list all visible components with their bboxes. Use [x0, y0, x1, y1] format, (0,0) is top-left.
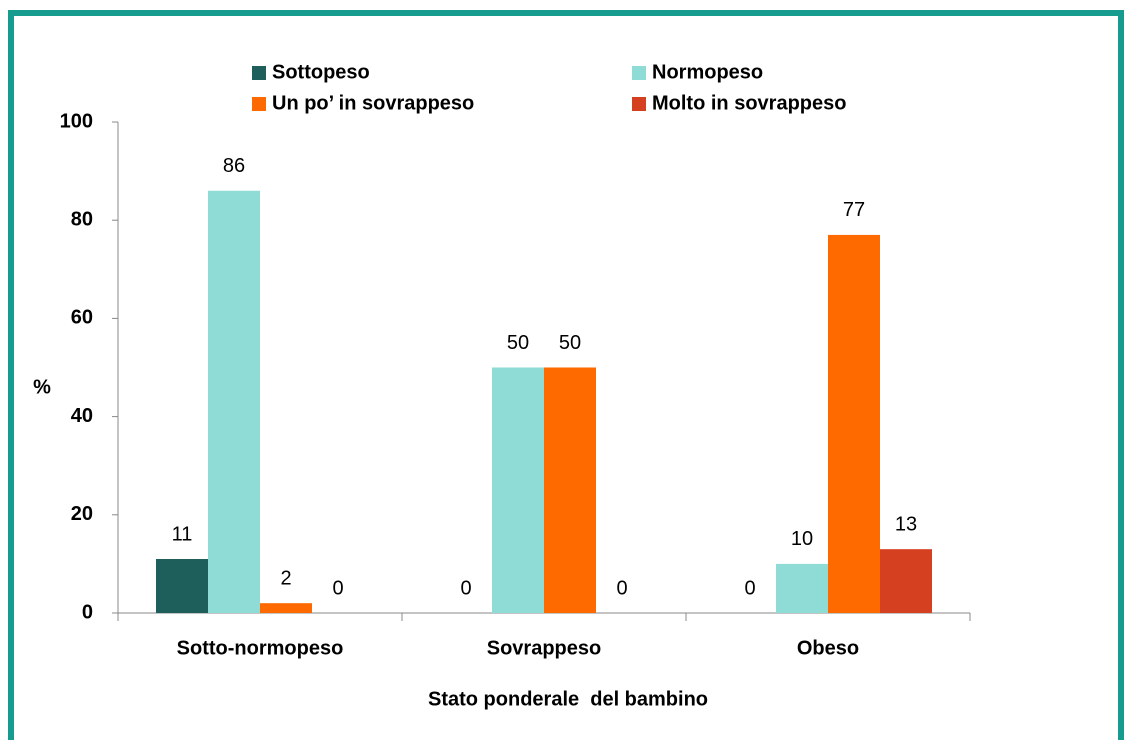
x-axis-label: Stato ponderale del bambino — [428, 688, 708, 710]
y-tick-label: 0 — [82, 601, 93, 623]
y-tick-label: 60 — [71, 307, 93, 329]
data-label: 0 — [616, 577, 627, 599]
y-tick-label: 40 — [71, 405, 93, 427]
y-tick-label: 80 — [71, 208, 93, 230]
bar — [492, 367, 544, 613]
legend-swatch — [632, 66, 646, 80]
y-tick-label: 100 — [60, 110, 93, 132]
bar — [208, 190, 260, 614]
legend-label: Un po’ in sovrappeso — [272, 92, 474, 114]
data-label: 50 — [507, 332, 529, 354]
data-label: 2 — [280, 567, 291, 589]
data-label: 10 — [791, 528, 813, 550]
bar — [880, 549, 932, 613]
bar — [776, 563, 828, 613]
legend-swatch — [252, 66, 266, 80]
frame — [8, 10, 1124, 740]
legend-swatch — [252, 97, 266, 111]
legend-label: Molto in sovrappeso — [652, 92, 846, 114]
data-label: 77 — [843, 199, 865, 221]
x-tick-label: Obeso — [797, 637, 859, 659]
bar — [156, 558, 208, 613]
y-tick-label: 20 — [71, 503, 93, 525]
data-label: 0 — [744, 577, 755, 599]
data-label: 13 — [895, 513, 917, 535]
bar — [544, 367, 596, 613]
data-label: 86 — [223, 155, 245, 177]
data-label: 0 — [332, 577, 343, 599]
y-axis-label: % — [33, 376, 51, 398]
legend-label: Normopeso — [652, 61, 763, 83]
data-label: 0 — [460, 577, 471, 599]
bar — [828, 234, 880, 613]
x-tick-label: Sotto-normopeso — [177, 637, 344, 659]
data-label: 50 — [559, 332, 581, 354]
legend-swatch — [632, 97, 646, 111]
legend-label: Sottopeso — [272, 61, 370, 83]
bar — [260, 603, 312, 613]
x-tick-label: Sovrappeso — [487, 637, 601, 659]
data-label: 11 — [172, 523, 193, 545]
